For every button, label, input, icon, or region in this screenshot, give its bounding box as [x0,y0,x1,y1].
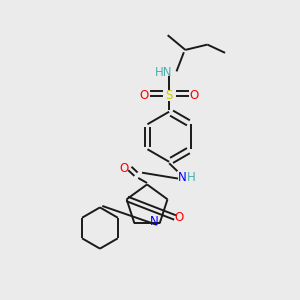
Text: S: S [166,89,173,102]
Text: N: N [178,171,187,184]
Text: O: O [190,89,199,102]
Text: O: O [119,162,129,175]
Text: N: N [150,215,159,228]
Text: O: O [175,211,184,224]
Text: O: O [140,89,149,102]
Text: H: H [187,171,196,184]
Text: HN: HN [155,66,172,80]
